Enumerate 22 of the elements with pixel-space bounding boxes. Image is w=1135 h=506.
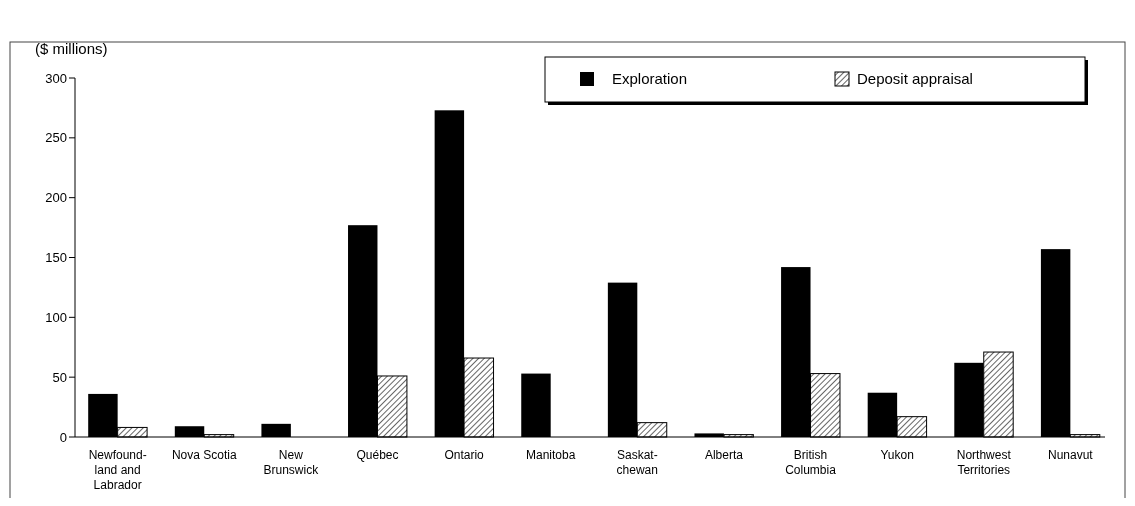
x-tick-label: Nunavut bbox=[1048, 448, 1094, 462]
x-tick-label: Nova Scotia bbox=[171, 448, 237, 462]
y-tick-label: 100 bbox=[45, 309, 67, 325]
legend-label: Exploration bbox=[612, 70, 688, 88]
y-tick-label: 300 bbox=[45, 70, 67, 86]
y-tick-label: 0 bbox=[59, 429, 67, 445]
y-axis-title: ($ millions) bbox=[35, 40, 108, 57]
x-tick-label: Northwest Territories bbox=[956, 448, 1012, 477]
x-tick-label: Yukon bbox=[880, 448, 914, 462]
x-tick-label: Manitoba bbox=[526, 448, 576, 462]
x-tick-label: New Brunswick bbox=[263, 448, 320, 477]
x-tick-label: British Columbia bbox=[785, 448, 837, 477]
legend-label: Deposit appraisal bbox=[857, 70, 973, 88]
x-tick-label: Québec bbox=[356, 448, 399, 462]
y-tick-label: 250 bbox=[45, 130, 67, 146]
y-tick-label: 150 bbox=[45, 250, 67, 266]
x-tick-label: Newfound- land and Labrador bbox=[88, 448, 147, 492]
y-tick-label: 200 bbox=[45, 190, 67, 206]
x-tick-label: Saskat- chewan bbox=[616, 448, 658, 477]
x-tick-label: Alberta bbox=[704, 448, 744, 462]
y-tick-label: 50 bbox=[52, 369, 67, 385]
x-tick-label: Ontario bbox=[444, 448, 485, 462]
